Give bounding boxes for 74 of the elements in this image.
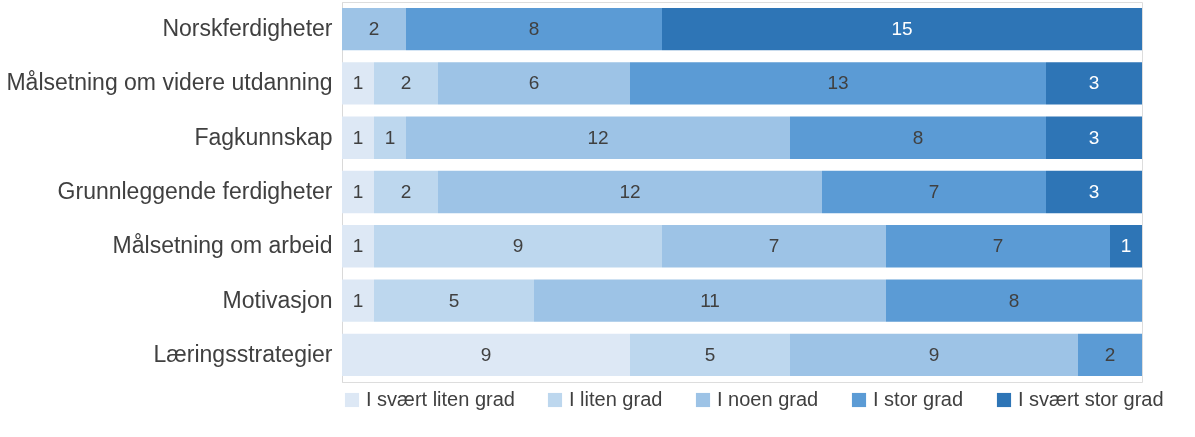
bar bbox=[374, 62, 438, 105]
data-label: 8 bbox=[912, 126, 924, 148]
data-label: 15 bbox=[891, 18, 913, 40]
bar bbox=[630, 333, 790, 377]
bar bbox=[342, 7, 406, 51]
data-label: 2 bbox=[400, 72, 412, 94]
data-label: 5 bbox=[704, 343, 716, 365]
data-label: 8 bbox=[528, 18, 540, 40]
data-label: 1 bbox=[352, 235, 364, 257]
y-tick-label: Læringsstrategier bbox=[153, 340, 333, 367]
bar bbox=[534, 279, 886, 322]
bar bbox=[406, 7, 662, 51]
data-label: 12 bbox=[587, 126, 609, 148]
y-tick-label: Norskferdigheter bbox=[162, 15, 333, 42]
y-tick-label: Motivasjon bbox=[222, 286, 333, 313]
y-tick-label: Grunnleggende ferdigheter bbox=[57, 178, 333, 204]
data-label: 2 bbox=[368, 18, 380, 40]
legend-label: I svært liten grad bbox=[366, 388, 515, 410]
bar bbox=[374, 225, 662, 268]
data-label: 5 bbox=[448, 289, 460, 311]
data-label: 1 bbox=[352, 72, 364, 94]
bar bbox=[662, 7, 1142, 51]
legend-label: I svært stor grad bbox=[1018, 388, 1164, 410]
data-label: 7 bbox=[928, 181, 940, 202]
bar bbox=[342, 62, 374, 105]
bar bbox=[1046, 170, 1142, 214]
y-tick-label: Målsetning om arbeid bbox=[112, 232, 333, 259]
bar bbox=[374, 116, 406, 159]
bar bbox=[1046, 62, 1142, 105]
data-label: 3 bbox=[1088, 181, 1100, 202]
bar bbox=[886, 225, 1110, 268]
bar bbox=[342, 225, 374, 268]
bar bbox=[1110, 225, 1142, 268]
bar bbox=[1078, 333, 1142, 377]
bar bbox=[342, 279, 374, 322]
bar bbox=[406, 116, 790, 159]
y-tick-label: Fagkunnskap bbox=[194, 123, 333, 150]
bar bbox=[342, 170, 374, 214]
data-label: 1 bbox=[352, 126, 364, 148]
bar bbox=[822, 170, 1046, 214]
data-label: 3 bbox=[1088, 72, 1100, 94]
bar bbox=[374, 279, 534, 322]
data-label: 9 bbox=[512, 235, 524, 257]
bar bbox=[438, 170, 822, 214]
data-label: 1 bbox=[352, 289, 364, 311]
bar bbox=[342, 116, 374, 159]
data-label: 9 bbox=[928, 343, 940, 365]
legend-label: I noen grad bbox=[717, 388, 819, 410]
bar bbox=[342, 333, 630, 377]
legend-label: I stor grad bbox=[873, 388, 964, 410]
bar bbox=[790, 333, 1078, 377]
data-label: 2 bbox=[1104, 343, 1116, 365]
data-label: 1 bbox=[1120, 235, 1132, 257]
data-label: 1 bbox=[384, 126, 396, 148]
data-label: 3 bbox=[1088, 126, 1100, 148]
data-label: 12 bbox=[619, 181, 641, 202]
bar bbox=[374, 170, 438, 214]
data-label: 7 bbox=[768, 235, 780, 257]
data-label: 1 bbox=[352, 181, 364, 202]
data-label: 11 bbox=[700, 289, 720, 311]
data-label: 8 bbox=[1008, 289, 1020, 311]
y-tick-label: Målsetning om videre utdanning bbox=[6, 69, 333, 96]
data-label: 2 bbox=[400, 181, 412, 202]
data-label: 6 bbox=[528, 72, 540, 94]
bar bbox=[886, 279, 1142, 322]
bar bbox=[1046, 116, 1142, 159]
bar bbox=[438, 62, 630, 105]
data-label: 7 bbox=[992, 235, 1004, 257]
data-label: 9 bbox=[480, 343, 492, 365]
bar bbox=[630, 62, 1046, 105]
bar bbox=[662, 225, 886, 268]
bar bbox=[790, 116, 1046, 159]
data-label: 13 bbox=[827, 72, 849, 94]
legend-label: I liten grad bbox=[569, 388, 663, 410]
